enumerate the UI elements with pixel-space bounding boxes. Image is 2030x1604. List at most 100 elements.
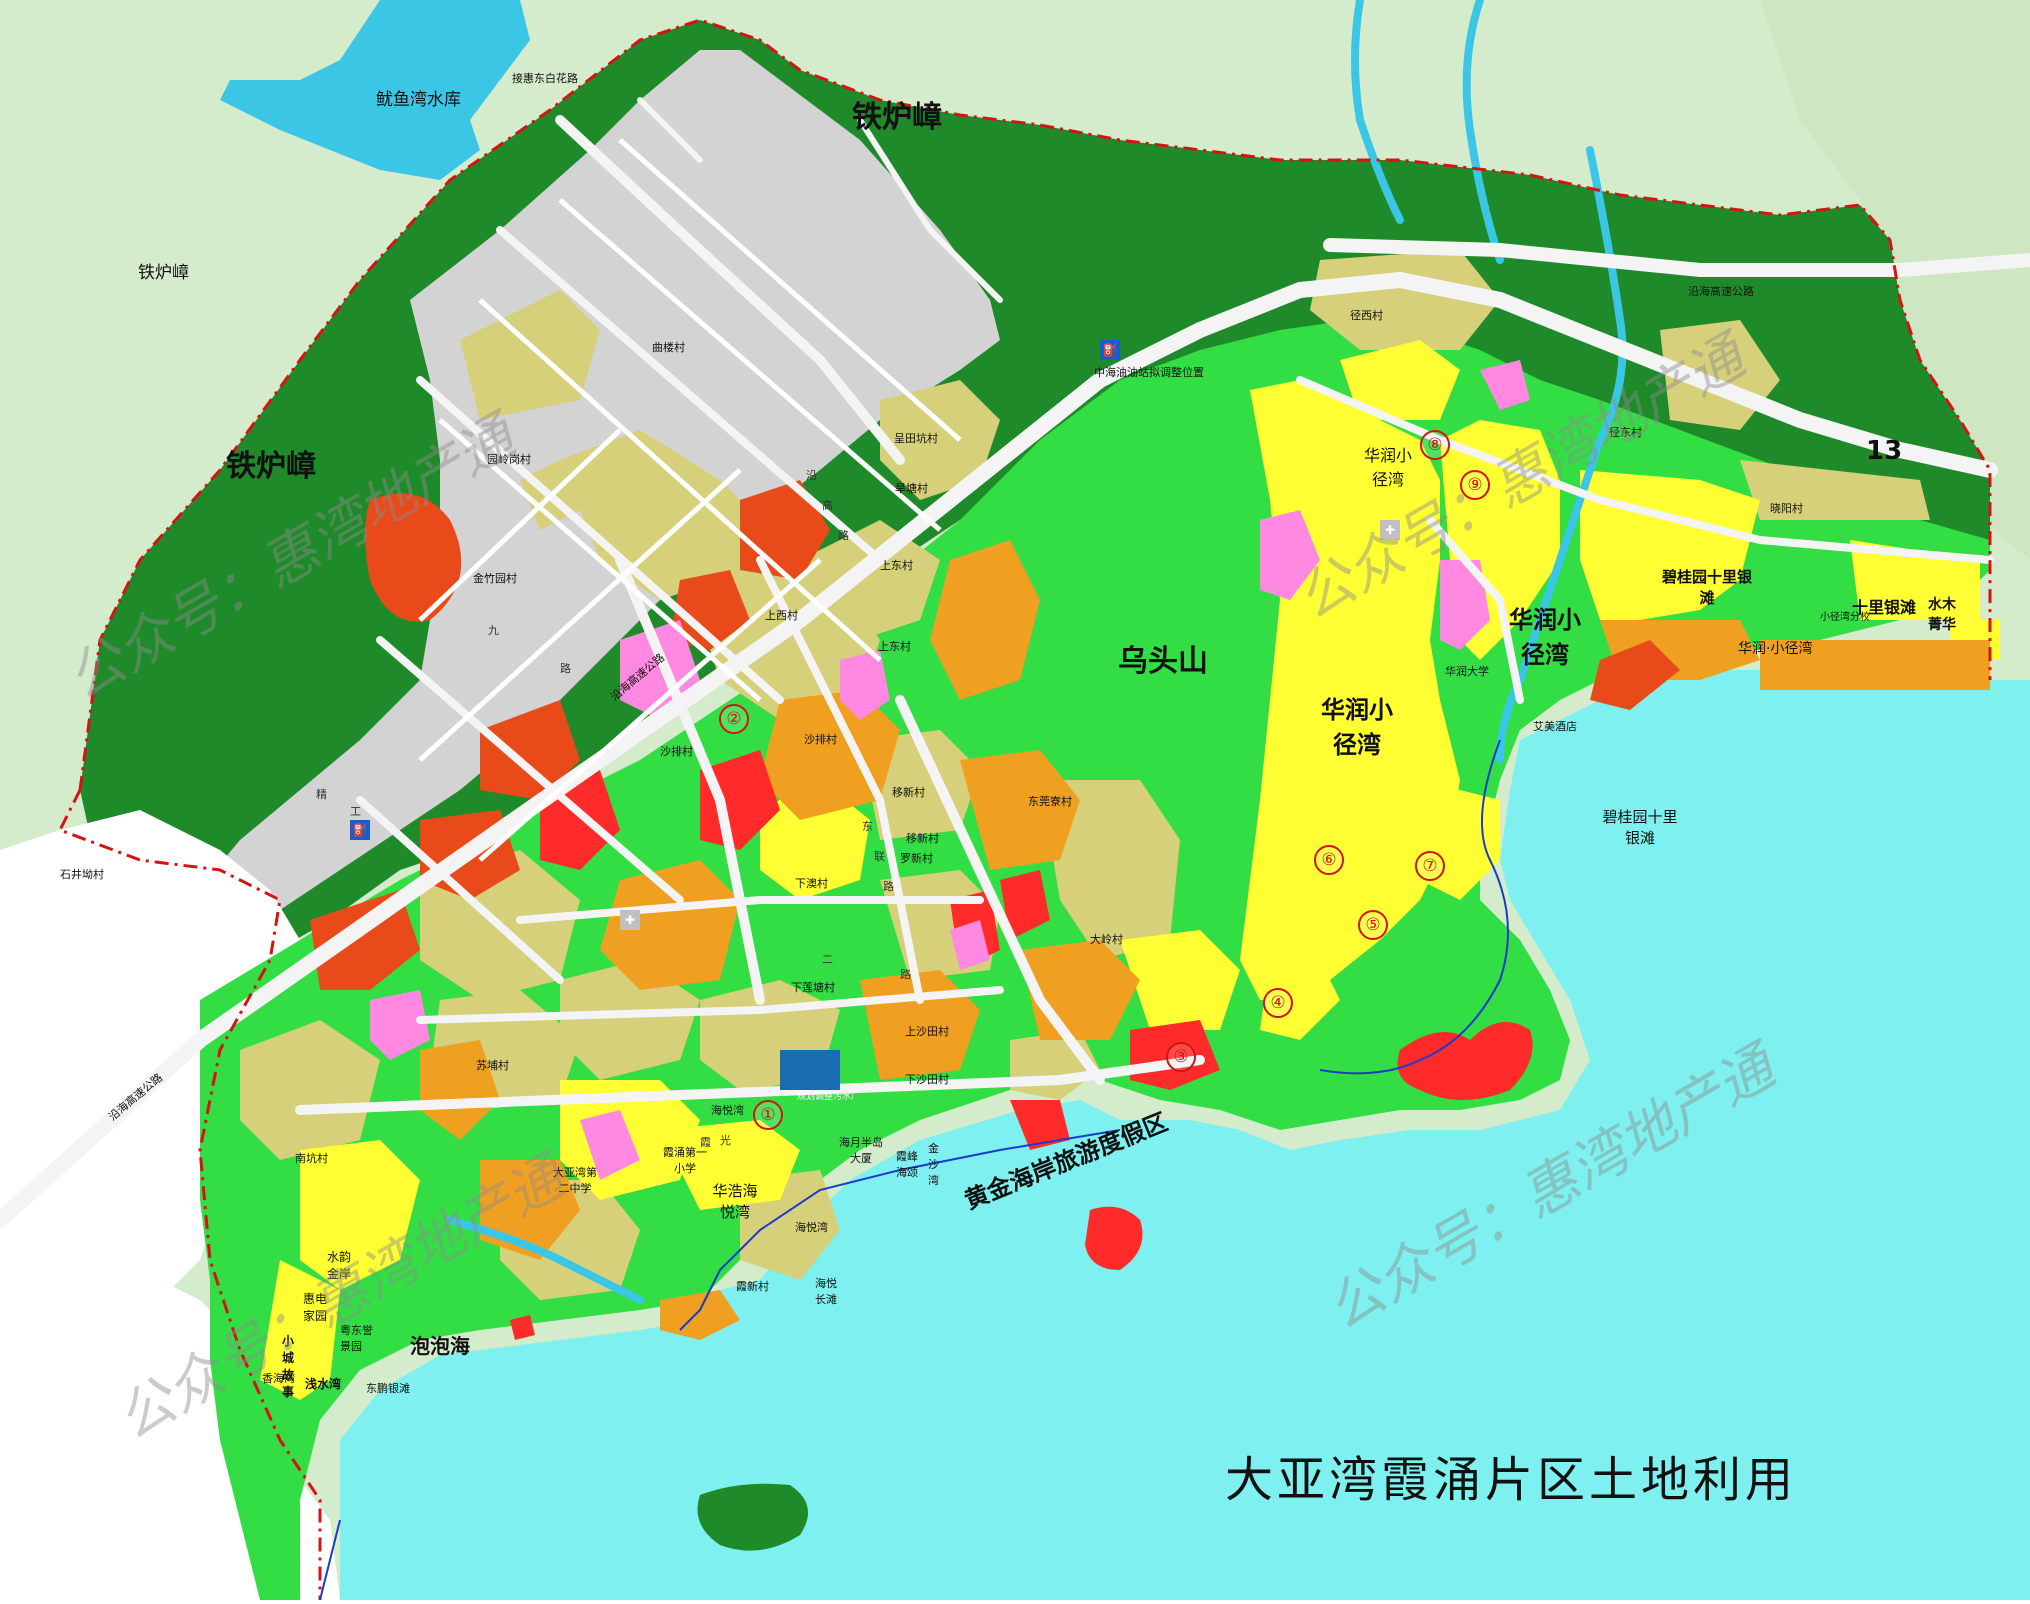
label-zaotang: 旱塘村 [895, 482, 928, 495]
label-jinzhu: 金竹园村 [473, 572, 517, 585]
label-xiaocheng: 小城故事 [282, 1334, 295, 1399]
reservoir [220, 0, 530, 180]
label-shapai: 沙排村 [804, 733, 837, 746]
road-char-4: 路 [560, 662, 571, 675]
island [697, 1483, 808, 1551]
sewage-plant-icon [780, 1050, 840, 1090]
gas-station-icon: ⛽ [350, 820, 370, 840]
label-quyuan: 曲楼村 [652, 341, 685, 354]
label-chengtian: 呈田坑村 [894, 432, 938, 445]
area-label-shuimu: 水木菁华 [1928, 597, 1956, 633]
road-char-1: 精 [316, 788, 327, 801]
site-number-7: ⑦ [1415, 851, 1445, 881]
label-shijing: 石井坳村 [60, 868, 104, 881]
label-shangshatian: 上沙田村 [905, 1025, 949, 1038]
label-dayawan-2: 大亚湾第二中学 [553, 1166, 597, 1195]
site-number-2: ② [719, 704, 749, 734]
area-label-13: 13 [1866, 436, 1903, 466]
label-dongguan: 东莞寮村 [1028, 795, 1072, 808]
label-luoxin: 罗新村 [900, 852, 933, 865]
label-xiaxin: 霞新村 [736, 1280, 769, 1293]
label-huidian: 惠电家园 [303, 1292, 328, 1323]
label-xianghai: 香海湾 [262, 1372, 295, 1385]
label-qianshui: 浅水湾 [305, 1377, 342, 1391]
commercial-zones [510, 750, 1533, 1340]
road-char-13: 高 [822, 499, 833, 512]
label-xiaoyang: 晓阳村 [1770, 502, 1803, 515]
label-xiashatian: 下沙田村 [905, 1073, 949, 1086]
hospital-icon: ✚ [620, 910, 640, 930]
area-label-paopaohai: 泡泡海 [410, 1334, 470, 1358]
label-jinsha: 金沙湾 [928, 1142, 939, 1187]
site-number-4: ④ [1263, 988, 1293, 1018]
area-label-tieluzhang-north: 铁炉嶂 [852, 100, 942, 135]
label-yuedong: 粤东誉景园 [340, 1324, 373, 1353]
area-label-tieluzhang-west: 铁炉嶂 [226, 449, 316, 484]
industrial-grid [418, 138, 962, 862]
label-shangxi: 上西村 [765, 609, 798, 622]
label-yuanling: 园岭岗村 [487, 453, 531, 466]
road-char-12: 沿 [806, 469, 817, 482]
label-zhonghai-station: 中海油油站拟调整位置 [1094, 366, 1204, 379]
label-coastal-hw-top: 沿海高速公路 [1688, 285, 1754, 298]
label-yixin2: 移新村 [906, 832, 939, 845]
label-jingdong: 径东村 [1609, 426, 1642, 439]
label-haiyue2: 海悦湾 [795, 1221, 828, 1234]
label-shapai2: 沙排村 [660, 745, 693, 758]
road-char-5: 霞 [700, 1136, 711, 1149]
sea [340, 670, 2030, 1600]
label-xiachong-1: 霞涌第一小学 [663, 1146, 707, 1175]
area-label-huarun-strip: 华润·小径湾 [1738, 641, 1813, 657]
road-char-7: 二 [822, 953, 833, 966]
label-shangdong: 上东村 [880, 559, 913, 572]
label-xiaao: 下澳村 [795, 877, 828, 890]
label-haiyue-bandao: 海月半岛大厦 [839, 1136, 883, 1165]
map-title: 大亚湾霞涌片区土地利用 [1225, 1452, 1798, 1508]
planning-boundary [78, 18, 1992, 791]
label-shuiyun: 水韵金岸 [327, 1250, 352, 1281]
area-label-shiliyintan: 十里银滩 [1852, 598, 1917, 617]
area-label-huarun-east: 华润小径湾 [1509, 606, 1581, 669]
label-xialiantang: 下莲塘村 [791, 981, 835, 994]
label-jiehui-road: 接惠东白花路 [512, 72, 578, 85]
label-supu: 苏埔村 [476, 1059, 509, 1072]
coastline-trail [319, 739, 1509, 1601]
planning-boundary-left [57, 789, 322, 1600]
site-number-5: ⑤ [1358, 910, 1388, 940]
site-number-1: ① [753, 1100, 783, 1130]
label-jingxi: 径西村 [1350, 309, 1383, 322]
road-char-2: 工 [350, 805, 361, 818]
area-label-huarun-center: 华润小径湾 [1321, 696, 1393, 759]
hospital-icon: ✚ [1380, 520, 1400, 540]
area-label-huarun-north: 华润小径湾 [1363, 446, 1412, 489]
road-char-6: 光 [720, 1134, 731, 1147]
road-char-8: 路 [900, 968, 911, 981]
site-number-3: ③ [1166, 1042, 1196, 1072]
area-label-biguiyuan-sea: 碧桂园十里银滩 [1602, 808, 1678, 847]
area-label-tieluzhang-farm: 铁炉嶂 [138, 263, 189, 283]
label-shangdong2: 上东村 [878, 640, 911, 653]
label-xiafeng: 霞峰海颂 [896, 1150, 918, 1179]
label-dongpeng: 东鹏银滩 [366, 1382, 410, 1395]
road-char-10: 联 [874, 850, 885, 863]
label-yixin: 移新村 [892, 786, 925, 799]
label-aimei: 艾美酒店 [1533, 720, 1577, 733]
site-number-9: ⑨ [1460, 470, 1490, 500]
roads [0, 97, 2030, 1228]
gas-station-icon: ⛽ [1100, 340, 1120, 360]
label-daling: 大岭村 [1090, 933, 1123, 946]
road-char-11: 路 [883, 880, 894, 893]
label-xiaojing-school: 小径湾分校 [1820, 612, 1870, 623]
area-label-wutoushan: 乌头山 [1118, 644, 1208, 679]
label-nankeng: 南坑村 [295, 1152, 328, 1165]
area-label-biguiyuan-shore: 碧桂园十里银滩 [1661, 568, 1752, 607]
label-haiyue: 海悦湾 [711, 1104, 744, 1117]
road-char-9: 东 [862, 820, 873, 833]
road-char-3: 九 [488, 624, 499, 637]
site-number-6: ⑥ [1314, 845, 1344, 875]
label-huarun-daxue: 华润大学 [1445, 665, 1489, 678]
road-char-14: 路 [838, 529, 849, 542]
site-number-8: ⑧ [1420, 430, 1450, 460]
